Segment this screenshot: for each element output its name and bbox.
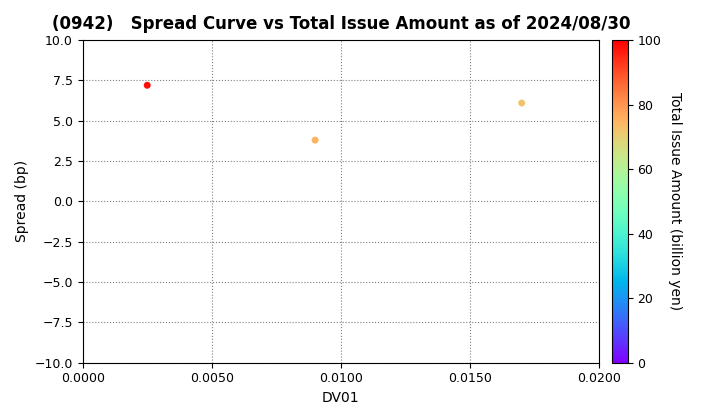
Point [141,82,153,89]
Y-axis label: Spread (bp): Spread (bp) [15,160,29,242]
Y-axis label: Total Issue Amount (billion yen): Total Issue Amount (billion yen) [668,92,683,310]
X-axis label: DV01: DV01 [322,391,360,405]
Title: (0942)   Spread Curve vs Total Issue Amount as of 2024/08/30: (0942) Spread Curve vs Total Issue Amoun… [52,15,630,33]
Point [516,100,528,106]
Point [310,137,321,144]
